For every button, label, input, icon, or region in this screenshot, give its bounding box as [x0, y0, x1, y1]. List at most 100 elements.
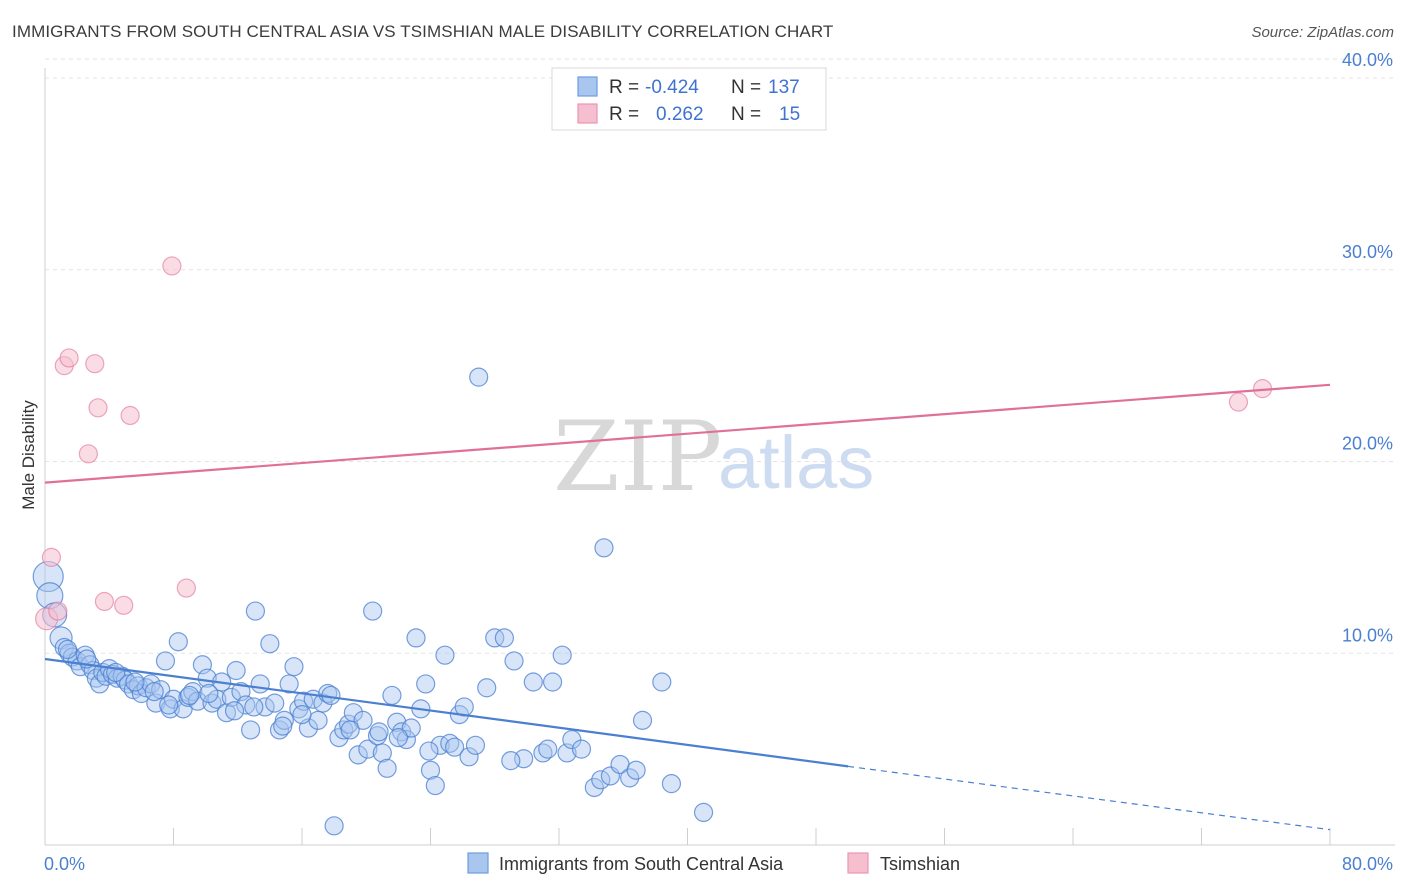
data-point-tsimshian — [120, 405, 140, 426]
legend-swatch-blue — [577, 76, 598, 97]
data-point-immigrants — [358, 739, 378, 759]
data-point-tsimshian — [78, 444, 98, 464]
stats-legend-box — [551, 67, 827, 131]
bottom-legend-swatch-pink — [847, 852, 869, 874]
data-point-immigrants — [244, 697, 264, 717]
gridlines — [45, 58, 1395, 654]
data-point-immigrants — [255, 697, 275, 717]
data-point-immigrants — [340, 720, 360, 740]
data-point-immigrants — [155, 651, 176, 671]
data-point-immigrants — [469, 367, 489, 387]
watermark-zip: ZIP — [553, 401, 722, 513]
trendline-immigrants — [44, 657, 849, 768]
data-point-immigrants — [459, 747, 479, 767]
data-point-tsimshian — [88, 398, 108, 418]
data-point-immigrants — [372, 743, 392, 763]
series-tsimshian-points — [35, 256, 1273, 631]
data-point-immigrants — [106, 662, 126, 683]
data-point-immigrants — [308, 710, 328, 730]
data-point-tsimshian — [1228, 392, 1249, 412]
data-point-immigrants — [465, 735, 486, 755]
data-point-immigrants — [416, 674, 436, 694]
stats-legend: R = -0.424 N = 137 R = 0.262 N = 15 — [551, 67, 827, 131]
data-point-immigrants — [226, 660, 246, 681]
data-point-immigrants — [363, 601, 383, 621]
data-point-immigrants — [571, 739, 592, 759]
data-point-immigrants — [353, 710, 373, 730]
data-point-immigrants — [377, 758, 397, 778]
data-point-tsimshian — [176, 578, 196, 598]
data-point-immigrants — [250, 674, 270, 694]
data-point-immigrants — [179, 685, 200, 706]
legend-n-value-pink: 15 — [779, 104, 800, 125]
trendline-immigrants-extension — [848, 765, 1331, 831]
data-point-immigrants — [369, 722, 389, 742]
data-point-immigrants — [485, 628, 505, 648]
data-point-tsimshian — [85, 354, 105, 374]
data-point-immigrants — [241, 720, 261, 740]
chart-title: IMMIGRANTS FROM SOUTH CENTRAL ASIA VS TS… — [12, 22, 834, 41]
data-point-immigrants — [420, 760, 441, 780]
legend-n-label-pink: N = — [731, 104, 761, 125]
y-tick-label: 30.0% — [1342, 242, 1393, 262]
data-point-immigrants — [245, 601, 266, 621]
data-point-immigrants — [216, 703, 237, 723]
legend-n-label-blue: N = — [731, 77, 761, 98]
data-point-immigrants — [159, 695, 179, 715]
data-point-immigrants — [425, 775, 445, 796]
data-point-immigrants — [141, 674, 161, 694]
y-tick-label: 40.0% — [1342, 50, 1393, 70]
legend-r-value-pink: 0.262 — [656, 104, 704, 125]
data-point-immigrants — [324, 816, 344, 836]
data-point-immigrants — [494, 628, 514, 648]
data-point-immigrants — [292, 705, 312, 725]
bottom-legend-label-pink: Tsimshian — [880, 854, 960, 874]
legend-r-label-blue: R = — [609, 77, 639, 98]
data-point-immigrants — [504, 651, 524, 671]
x-tick-label: 0.0% — [44, 854, 85, 874]
data-point-immigrants — [652, 672, 672, 692]
data-point-immigrants — [224, 701, 245, 721]
data-point-immigrants — [594, 538, 614, 558]
data-point-immigrants — [388, 728, 408, 748]
legend-r-label-pink: R = — [609, 104, 639, 125]
data-point-immigrants — [693, 802, 714, 823]
data-point-immigrants — [144, 681, 164, 702]
data-point-immigrants — [284, 657, 304, 677]
data-point-immigrants — [538, 739, 558, 759]
data-point-immigrants — [401, 718, 421, 738]
data-point-tsimshian — [48, 601, 68, 621]
data-point-immigrants — [125, 672, 145, 692]
data-point-immigrants — [620, 768, 640, 788]
trendline-tsimshian — [44, 383, 1331, 484]
data-point-immigrants — [260, 634, 280, 654]
series-immigrants-points — [32, 367, 714, 836]
data-point-immigrants — [406, 628, 426, 648]
data-point-immigrants — [542, 672, 563, 692]
watermark: ZIP atlas — [553, 401, 874, 513]
x-tick-labels: 0.0% 80.0% — [44, 854, 1393, 874]
data-point-immigrants — [199, 683, 219, 704]
data-point-immigrants — [168, 632, 188, 652]
data-point-immigrants — [591, 770, 611, 790]
data-point-immigrants — [273, 716, 293, 736]
y-tick-labels: 10.0% 20.0% 30.0% 40.0% — [1342, 50, 1393, 645]
data-point-tsimshian — [94, 591, 115, 612]
data-point-tsimshian — [41, 547, 62, 567]
data-point-immigrants — [197, 668, 217, 688]
data-point-immigrants — [57, 639, 78, 660]
data-point-immigrants — [430, 735, 450, 755]
data-point-immigrants — [552, 645, 572, 665]
watermark-atlas: atlas — [718, 421, 874, 504]
data-point-immigrants — [313, 693, 333, 713]
y-axis-label: Male Disability — [19, 400, 38, 510]
legend-r-value-blue: -0.424 — [645, 77, 699, 98]
data-point-immigrants — [387, 712, 407, 732]
data-point-immigrants — [419, 741, 439, 761]
data-point-immigrants — [626, 760, 646, 780]
y-tick-label: 10.0% — [1342, 625, 1393, 645]
data-point-immigrants — [348, 745, 368, 765]
data-point-immigrants — [236, 695, 256, 715]
data-point-tsimshian — [162, 256, 182, 276]
